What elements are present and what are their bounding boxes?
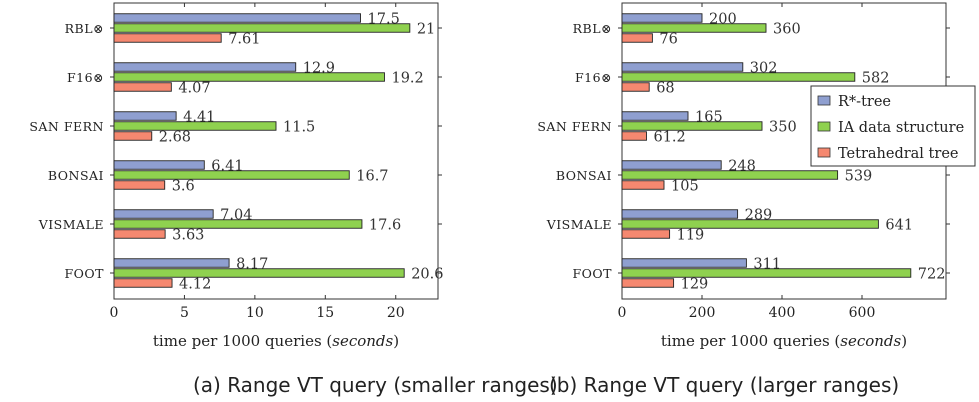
bar-value-label: 11.5 (283, 120, 315, 136)
bar-value-label: 61.2 (653, 130, 685, 146)
bar-value-label: 129 (681, 277, 709, 293)
bar-tetra (621, 180, 665, 190)
plot-frame-a (113, 2, 439, 300)
bar-value-label: 582 (862, 71, 890, 87)
bar-ia (113, 219, 363, 229)
category-label: SAN FERN (29, 119, 104, 134)
bar-tetra (113, 33, 222, 43)
caption-b: (b) Range VT query (larger ranges) (549, 373, 899, 397)
bar-rtree (621, 111, 689, 121)
bar-rtree (621, 209, 739, 219)
x-tick-label: 10 (246, 305, 264, 321)
x-tick-label: 0 (618, 305, 627, 321)
bar-value-label: 3.63 (172, 228, 204, 244)
bar-tetra (621, 131, 647, 141)
category-label: BONSAI (48, 168, 104, 183)
bar-ia (113, 23, 411, 33)
bar-rtree (113, 209, 214, 219)
x-tick-label: 20 (387, 305, 405, 321)
bar-rtree (113, 62, 297, 72)
bar-tetra (621, 278, 675, 288)
x-tick-label: 0 (110, 305, 119, 321)
category-label: FOOT (572, 266, 612, 281)
bar-value-label: 17.6 (369, 218, 401, 234)
legend-label-ia: IA data structure (838, 120, 964, 136)
bar-value-label: 4.07 (178, 81, 210, 97)
bar-tetra (621, 82, 650, 92)
bar-value-label: 19.2 (391, 71, 423, 87)
bar-tetra (113, 131, 153, 141)
bar-tetra (113, 180, 166, 190)
bar-ia (621, 219, 879, 229)
category-label: VISMALE (546, 217, 612, 232)
category-label: F16⊗ (67, 70, 104, 85)
category-label: RBL⊗ (573, 21, 612, 36)
x-tick-label: 600 (849, 305, 876, 321)
x-tick-label: 5 (180, 305, 189, 321)
bar-tetra (113, 278, 173, 288)
bar-value-label: 20.6 (411, 267, 443, 283)
bar-ia (621, 23, 767, 33)
caption-a: (a) Range VT query (smaller ranges) (193, 373, 558, 397)
bar-rtree (113, 258, 230, 268)
bar-ia (621, 170, 839, 180)
legend-swatch-rtree (817, 95, 831, 106)
bar-ia (621, 72, 856, 82)
bar-value-label: 7.61 (228, 32, 260, 48)
x-axis-label-a: time per 1000 queries (seconds) (153, 332, 399, 350)
chart-panel-b: 0 200 400 600 time per 1000 queries (seconds… (537, 2, 950, 397)
legend-swatch-tetra (817, 147, 831, 158)
bar-value-label: 2.68 (159, 130, 191, 146)
chart-panel-a: 0 5 10 15 20 time per 1000 queries (seconds) R… (29, 2, 558, 397)
category-label: BONSAI (556, 168, 612, 183)
x-tick-label: 15 (316, 305, 334, 321)
bar-value-label: 76 (659, 32, 677, 48)
x-tick-label: 200 (689, 305, 716, 321)
category-label: RBL⊗ (65, 21, 104, 36)
bar-value-label: 119 (677, 228, 705, 244)
bar-tetra (621, 33, 653, 43)
bar-rtree (113, 160, 205, 170)
bar-tetra (113, 229, 166, 239)
bar-ia (113, 268, 405, 278)
x-tick-label: 400 (769, 305, 796, 321)
bar-ia (113, 121, 277, 131)
legend-label-tetra: Tetrahedral tree (838, 146, 958, 162)
legend-label-rtree: R*-tree (838, 94, 891, 110)
bar-value-label: 4.12 (179, 277, 211, 293)
bar-value-label: 360 (773, 22, 801, 38)
bar-value-label: 21 (417, 22, 435, 38)
bar-value-label: 16.7 (356, 169, 388, 185)
bar-rtree (621, 13, 703, 23)
legend-box (810, 85, 976, 167)
category-label: SAN FERN (537, 119, 612, 134)
x-axis-label-b: time per 1000 queries (seconds) (661, 332, 907, 350)
bar-value-label: 3.6 (172, 179, 195, 195)
bar-value-label: 68 (656, 81, 674, 97)
bar-value-label: 641 (885, 218, 913, 234)
legend-swatch-ia (817, 121, 831, 132)
bar-rtree (621, 62, 744, 72)
bar-value-label: 722 (918, 267, 946, 283)
category-label: F16⊗ (575, 70, 612, 85)
legend: R*-tree IA data structure Tetrahedral tr… (810, 85, 976, 167)
bar-ia (621, 121, 763, 131)
bar-value-label: 105 (671, 179, 699, 195)
category-label: FOOT (64, 266, 104, 281)
bar-value-label: 539 (845, 169, 873, 185)
bar-value-label: 350 (769, 120, 797, 136)
bar-ia (113, 72, 385, 82)
bar-tetra (621, 229, 671, 239)
bar-rtree (113, 13, 361, 23)
bar-tetra (113, 82, 172, 92)
category-label: VISMALE (38, 217, 104, 232)
bar-rtree (621, 258, 747, 268)
bar-ia (621, 268, 912, 278)
bar-rtree (113, 111, 177, 121)
bar-rtree (621, 160, 722, 170)
bar-ia (113, 170, 350, 180)
